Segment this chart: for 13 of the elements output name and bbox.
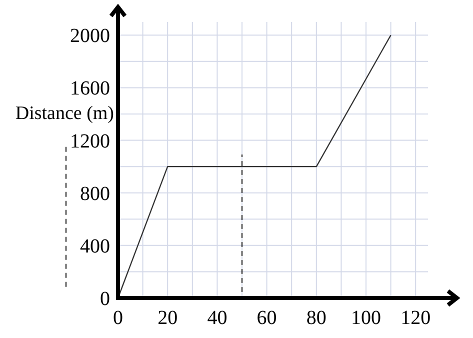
x-tick-label: 40 <box>207 307 228 329</box>
y-tick-label: 1600 <box>70 78 110 100</box>
y-tick-label: 0 <box>100 288 110 310</box>
x-tick-label: 60 <box>256 307 277 329</box>
x-tick-label: 80 <box>306 307 326 329</box>
x-tick-label: 20 <box>158 307 178 329</box>
y-tick-label: 2000 <box>70 25 110 48</box>
y-axis-title: Distance (m) <box>15 103 114 124</box>
x-tick-label: 100 <box>351 307 381 329</box>
y-tick-label: 1200 <box>70 130 110 152</box>
y-tick-label: 400 <box>80 235 110 258</box>
x-tick-label: 120 <box>400 307 431 329</box>
y-tick-label: 800 <box>80 182 110 205</box>
